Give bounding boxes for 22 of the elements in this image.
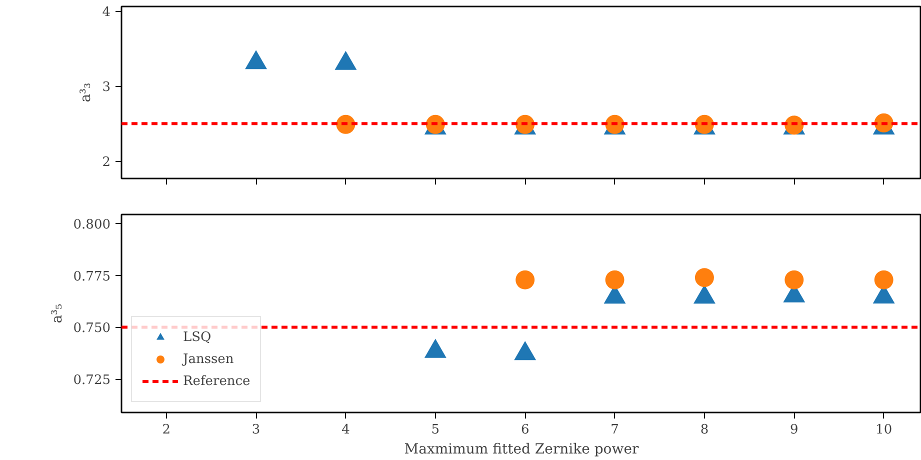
- x-tick-label: 9: [790, 422, 798, 438]
- x-tick-label: 3: [252, 422, 260, 438]
- y-tick-label: 3: [102, 80, 111, 96]
- y-tick-label: 0.775: [73, 269, 110, 284]
- y-tick-label: 0.750: [73, 321, 110, 336]
- y-tick-label: 4: [102, 5, 111, 20]
- x-tick-label: 10: [876, 422, 892, 438]
- y-tick-label: 0.800: [73, 217, 110, 232]
- x-tick-label: 4: [342, 422, 350, 438]
- x-tick-label: 2: [162, 422, 170, 438]
- x-tick-label: 7: [610, 422, 619, 438]
- y-axis-title: a³₅: [49, 303, 66, 324]
- legend-label: LSQ: [183, 330, 212, 344]
- legend-label: Reference: [183, 374, 250, 388]
- x-tick-label: 5: [431, 422, 440, 438]
- y-tick-label: 2: [102, 155, 111, 170]
- y-tick-label: 0.725: [73, 373, 110, 388]
- x-tick-label: 8: [700, 422, 709, 438]
- x-axis-title: Maxmimum fitted Zernike power: [404, 442, 640, 458]
- y-axis-title: a³₃: [78, 82, 94, 102]
- legend-label: Janssen: [183, 352, 234, 366]
- x-tick-label: 6: [520, 422, 530, 438]
